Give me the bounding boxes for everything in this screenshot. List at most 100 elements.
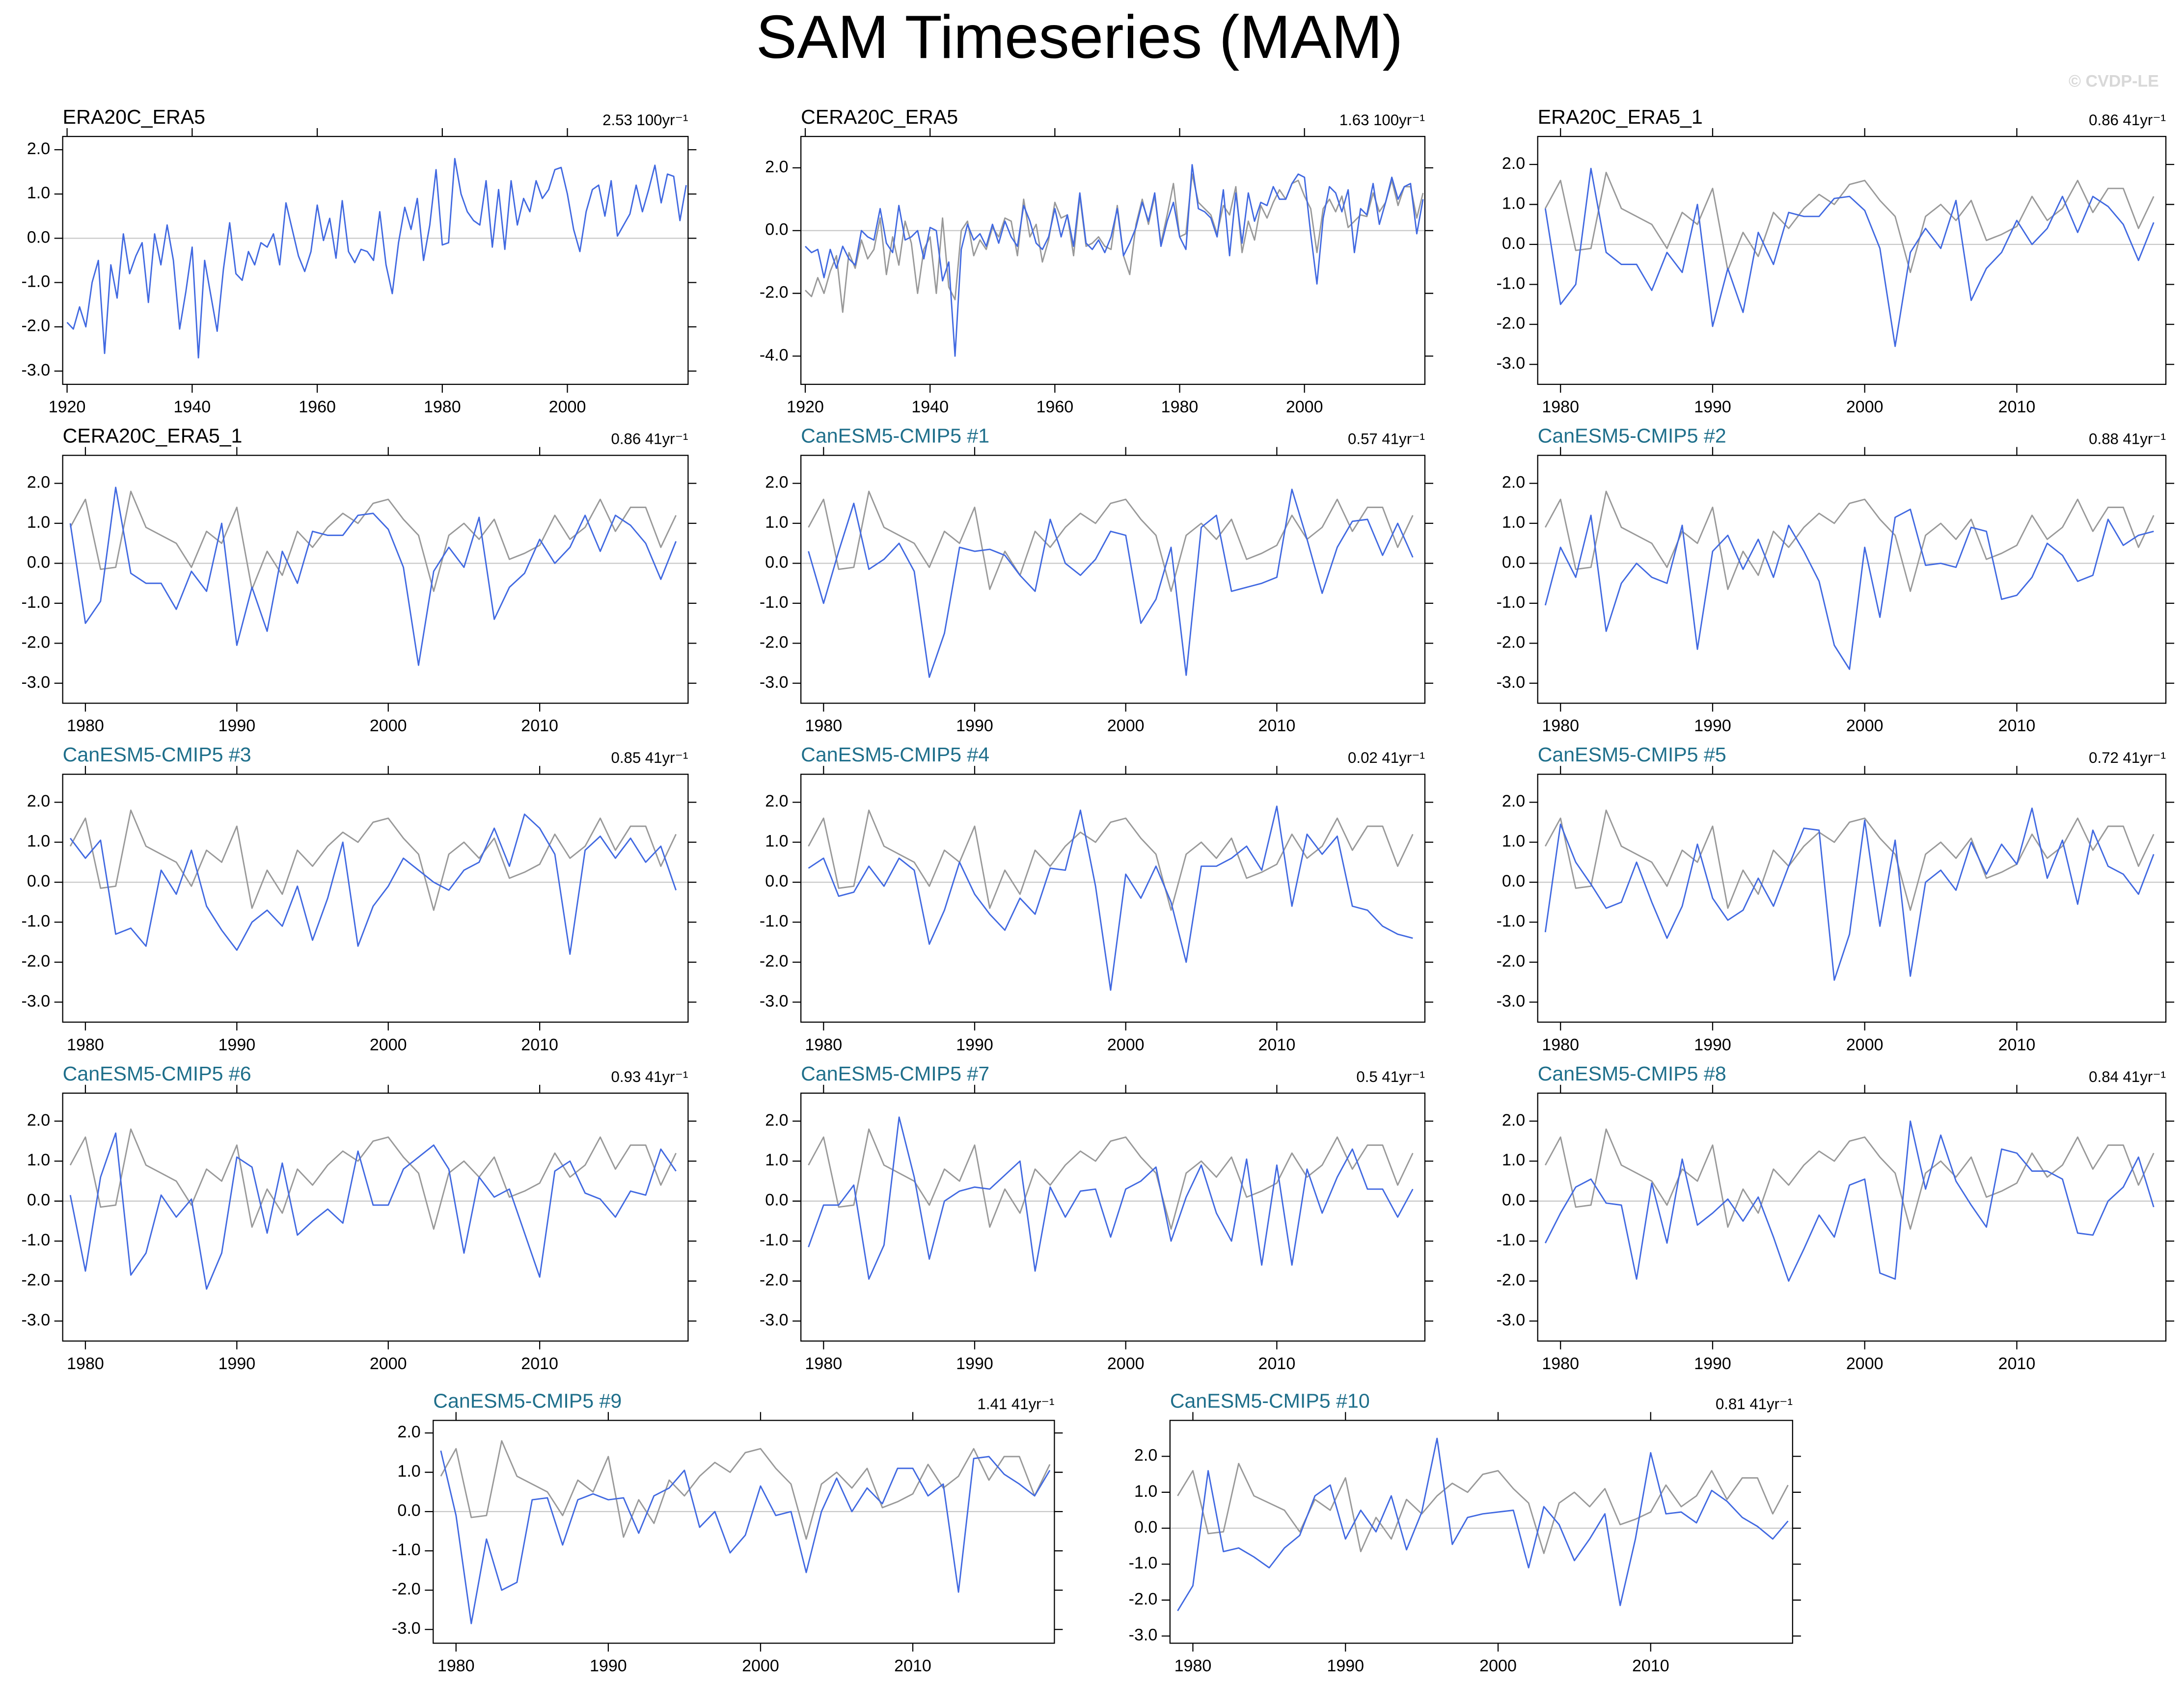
panel-title: CanESM5-CMIP5 #1 <box>801 425 989 447</box>
y-tick-label: -1.0 <box>1497 1231 1526 1249</box>
y-tick-label: -2.0 <box>22 952 51 971</box>
y-tick-label: -2.0 <box>760 283 789 302</box>
series-line <box>1177 1462 1789 1554</box>
y-tick-label: -1.0 <box>392 1540 421 1559</box>
y-tick-label: 1.0 <box>27 513 50 532</box>
panel-title: CERA20C_ERA5_1 <box>63 425 243 447</box>
x-tick-label: 2000 <box>742 1656 779 1675</box>
y-tick-label: 0.0 <box>1502 553 1525 571</box>
y-tick-label: 2.0 <box>27 792 50 810</box>
x-tick-label: 2010 <box>1258 717 1296 735</box>
x-tick-label: 1990 <box>590 1656 627 1675</box>
y-tick-label: 1.0 <box>765 513 788 532</box>
panel-title: CanESM5-CMIP5 #9 <box>433 1389 622 1412</box>
trend-annotation: 1.41 41yr⁻¹ <box>978 1395 1055 1412</box>
x-tick-label: 1980 <box>1542 398 1579 416</box>
y-tick-label: -3.0 <box>760 992 789 1010</box>
y-tick-label: -1.0 <box>760 912 789 931</box>
x-tick-label: 1980 <box>1161 398 1199 416</box>
panel-title: CanESM5-CMIP5 #8 <box>1538 1062 1726 1085</box>
x-tick-label: 2010 <box>1998 398 2036 416</box>
x-tick-label: 1980 <box>805 717 842 735</box>
panel-title: CanESM5-CMIP5 #2 <box>1538 425 1726 447</box>
y-tick-label: -1.0 <box>1497 912 1526 931</box>
y-tick-label: 2.0 <box>1502 792 1525 810</box>
y-tick-label: 0.0 <box>27 553 50 571</box>
x-tick-label: 1980 <box>1542 717 1579 735</box>
y-tick-label: -2.0 <box>760 952 789 971</box>
y-tick-label: -3.0 <box>760 673 789 692</box>
y-tick-label: 2.0 <box>27 473 50 492</box>
y-tick-label: 2.0 <box>1502 473 1525 492</box>
x-tick-label: 2010 <box>1998 1354 2036 1373</box>
panel-title: CERA20C_ERA5 <box>801 106 958 128</box>
y-tick-label: 1.0 <box>1134 1482 1157 1501</box>
y-tick-label: -2.0 <box>1129 1590 1158 1608</box>
panel: CanESM5-CMIP5 #3 0.85 41yr⁻¹ 2.0 1.0 0.0 -1.0… <box>22 743 697 1054</box>
plot-frame <box>62 1092 689 1342</box>
x-tick-label: 1990 <box>1327 1656 1364 1675</box>
plot-frame <box>1537 1092 2167 1342</box>
trend-annotation: 0.86 41yr⁻¹ <box>611 431 688 448</box>
y-tick-label: 1.0 <box>1502 513 1525 532</box>
trend-annotation: 0.85 41yr⁻¹ <box>611 749 688 766</box>
y-tick-label: -2.0 <box>1497 633 1526 651</box>
trend-annotation: 0.88 41yr⁻¹ <box>2089 431 2166 448</box>
y-tick-label: -3.0 <box>22 1311 51 1329</box>
x-tick-label: 2010 <box>1258 1354 1296 1373</box>
panel: CanESM5-CMIP5 #9 1.41 41yr⁻¹ 2.0 1.0 0.0 -1.0… <box>392 1389 1063 1675</box>
y-tick-label: -1.0 <box>1497 274 1526 293</box>
series-line <box>808 1116 1414 1280</box>
y-tick-label: 2.0 <box>1134 1446 1157 1465</box>
y-tick-label: -1.0 <box>22 593 51 612</box>
x-tick-label: 1990 <box>218 1354 255 1373</box>
trend-annotation: 2.53 100yr⁻¹ <box>602 111 688 129</box>
y-tick-label: -1.0 <box>22 272 51 291</box>
y-tick-label: -2.0 <box>760 1271 789 1290</box>
y-tick-label: 2.0 <box>765 158 788 176</box>
series-line <box>440 1450 1051 1624</box>
x-tick-label: 1990 <box>1694 1354 1731 1373</box>
y-tick-label: -3.0 <box>1497 354 1526 373</box>
y-tick-label: -2.0 <box>1497 1271 1526 1290</box>
y-tick-label: -3.0 <box>22 673 51 692</box>
x-tick-label: 1990 <box>956 1035 993 1054</box>
x-tick-label: 1980 <box>1542 1354 1579 1373</box>
y-tick-label: 1.0 <box>765 1151 788 1169</box>
panel: CanESM5-CMIP5 #1 0.57 41yr⁻¹ 2.0 1.0 0.0 -1.0… <box>760 425 1433 735</box>
plot-frame <box>62 774 689 1023</box>
y-tick-label: -3.0 <box>22 361 51 379</box>
y-tick-label: -3.0 <box>760 1311 789 1329</box>
y-tick-label: -2.0 <box>392 1580 421 1598</box>
x-tick-label: 1980 <box>67 717 104 735</box>
series-line <box>808 1128 1414 1230</box>
x-tick-label: 2000 <box>1846 398 1884 416</box>
series-line <box>1544 509 2154 670</box>
trend-annotation: 0.57 41yr⁻¹ <box>1348 431 1425 448</box>
y-tick-label: -3.0 <box>1497 992 1526 1010</box>
x-tick-label: 1980 <box>424 398 461 416</box>
panel-title: CanESM5-CMIP5 #10 <box>1170 1389 1370 1412</box>
x-tick-label: 2000 <box>1107 1354 1145 1373</box>
y-tick-label: 1.0 <box>27 832 50 851</box>
y-tick-label: 0.0 <box>765 1191 788 1210</box>
y-tick-label: -2.0 <box>22 633 51 651</box>
y-tick-label: 1.0 <box>1502 1151 1525 1169</box>
x-tick-label: 2010 <box>1258 1035 1296 1054</box>
x-tick-label: 2000 <box>1107 717 1145 735</box>
plot-frame <box>1537 135 2167 385</box>
y-tick-label: -3.0 <box>1497 673 1526 692</box>
trend-annotation: 0.81 41yr⁻¹ <box>1716 1395 1793 1412</box>
x-tick-label: 1980 <box>67 1354 104 1373</box>
x-tick-label: 1980 <box>805 1035 842 1054</box>
series-line <box>1544 167 2155 347</box>
series-line <box>440 1440 1051 1540</box>
y-tick-label: 0.0 <box>765 872 788 891</box>
trend-annotation: 0.72 41yr⁻¹ <box>2089 749 2166 766</box>
panel-title: CanESM5-CMIP5 #6 <box>63 1062 251 1085</box>
series-line <box>808 490 1414 592</box>
x-tick-label: 2010 <box>1998 1035 2036 1054</box>
y-tick-label: 0.0 <box>27 872 50 891</box>
figure-title: SAM Timeseries (MAM) <box>756 3 1403 71</box>
